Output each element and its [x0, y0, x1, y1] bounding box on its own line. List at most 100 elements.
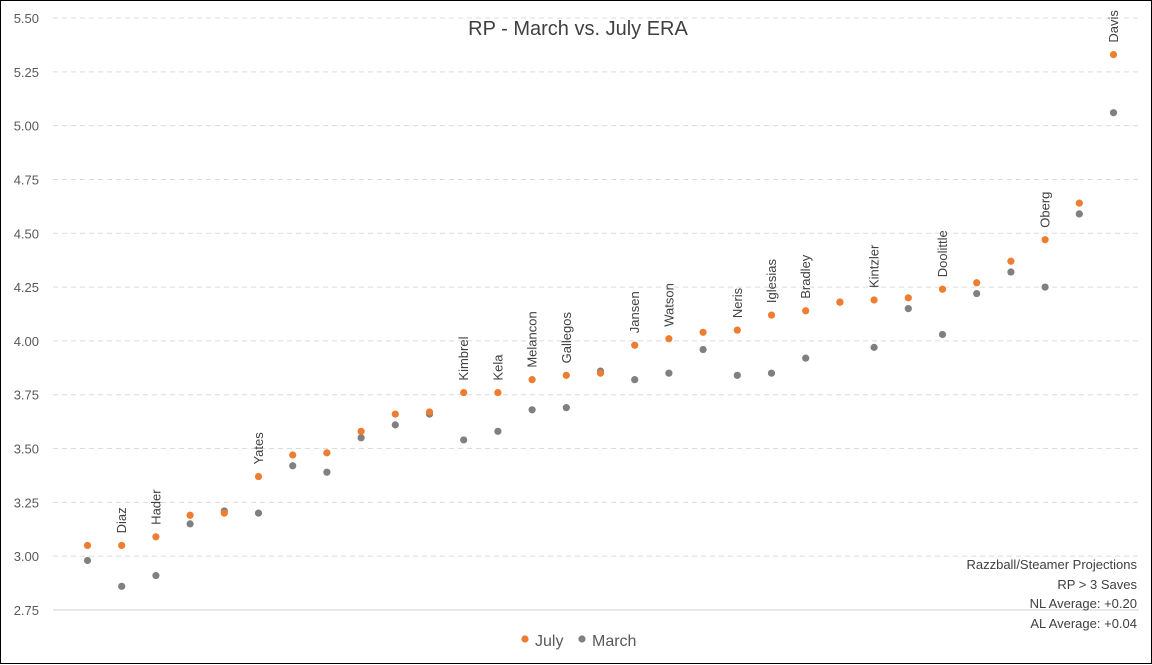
march-point: [870, 343, 878, 351]
march-point: [938, 330, 947, 339]
march-point: [494, 427, 502, 435]
july-point: [870, 296, 878, 304]
point-label: Doolittle: [935, 230, 950, 277]
march-point: [186, 520, 194, 528]
legend-marker-july: [521, 635, 529, 643]
july-point: [323, 449, 331, 457]
point-label: Davis: [1106, 10, 1121, 43]
legend-label-march: March: [592, 633, 636, 650]
point-label: Oberg: [1038, 192, 1053, 228]
march-point: [802, 354, 810, 362]
point-label: Kimbrel: [456, 336, 471, 380]
legend: July March: [521, 633, 636, 650]
july-point: [220, 509, 228, 517]
y-tick-label: 3.25: [14, 495, 39, 510]
july-point: [699, 328, 707, 336]
july-point: [254, 472, 263, 481]
y-tick-label: 3.00: [14, 549, 39, 564]
y-tick-label: 5.50: [14, 11, 39, 26]
march-point: [391, 421, 399, 429]
y-tick-label: 3.50: [14, 442, 39, 457]
march-point: [152, 571, 160, 580]
march-point: [631, 376, 639, 384]
july-point: [973, 279, 981, 287]
july-point: [733, 326, 741, 334]
march-point: [1007, 268, 1015, 276]
july-point: [186, 511, 194, 519]
july-point: [425, 408, 434, 416]
july-point: [289, 451, 297, 459]
july-point: [836, 298, 844, 306]
march-point: [699, 345, 707, 354]
july-point: [1075, 199, 1083, 207]
note-al-average: AL Average: +0.04: [1030, 615, 1137, 631]
point-label: Diaz: [114, 507, 129, 533]
july-point: [118, 541, 126, 550]
march-series: [83, 109, 1118, 590]
y-tick-label: 4.50: [14, 226, 39, 241]
y-tick-label: 3.75: [14, 388, 39, 403]
july-point: [562, 371, 570, 379]
y-tick-label: 4.25: [14, 280, 39, 295]
y-tick-label: 4.00: [14, 334, 39, 349]
point-label: Melancon: [525, 311, 540, 367]
march-point: [767, 369, 776, 377]
july-point: [596, 369, 605, 377]
march-point: [289, 462, 297, 470]
march-point: [83, 556, 92, 565]
note-nl-average: NL Average: +0.20: [1029, 596, 1137, 611]
july-point: [357, 427, 365, 435]
july-point: [494, 388, 502, 397]
y-axis-tick-labels: 2.75 3.00 3.25 3.50 3.75 4.00 4.25 4.50 4.75 5.00…: [14, 11, 39, 618]
point-labels: Diaz Hader Yates Kimbrel Kela Melancon Gallego…: [114, 10, 1121, 534]
march-point: [254, 509, 263, 517]
march-point: [528, 406, 536, 414]
march-point: [118, 582, 126, 590]
point-label: Bradley: [798, 254, 813, 299]
july-point: [528, 376, 536, 384]
march-point: [1041, 283, 1049, 291]
gridlines: [53, 17, 1139, 611]
july-point: [631, 341, 639, 349]
july-point: [460, 388, 468, 397]
july-point: [1041, 236, 1049, 244]
y-tick-label: 5.00: [14, 119, 39, 134]
y-tick-label: 2.75: [14, 603, 39, 618]
point-label: Jansen: [627, 291, 642, 333]
july-point: [938, 285, 947, 293]
y-tick-label: 4.75: [14, 172, 39, 187]
point-label: Yates: [251, 432, 266, 465]
july-point: [802, 307, 810, 315]
note-filter: RP > 3 Saves: [1057, 576, 1137, 592]
point-label: Kela: [490, 354, 505, 381]
note-source: Razzball/Steamer Projections: [966, 557, 1137, 572]
march-point: [904, 305, 912, 313]
projection-notes: Razzball/Steamer Projections RP > 3 Save…: [966, 555, 1137, 633]
point-label: Watson: [661, 283, 676, 327]
march-point: [562, 404, 570, 412]
point-label: Iglesias: [764, 258, 779, 303]
july-point: [1109, 50, 1118, 59]
march-point: [460, 436, 468, 444]
legend-label-july: July: [535, 633, 563, 650]
march-point: [733, 371, 741, 379]
march-point: [323, 468, 331, 476]
july-point: [904, 294, 912, 302]
chart-title: RP - March vs. July ERA: [468, 18, 688, 40]
july-point: [152, 533, 160, 541]
july-series: [83, 50, 1118, 550]
y-tick-label: 5.25: [14, 65, 39, 80]
legend-marker-march: [578, 635, 586, 643]
march-point: [665, 369, 673, 377]
july-point: [767, 311, 776, 319]
march-point: [1075, 210, 1083, 218]
point-label: Hader: [148, 489, 163, 525]
point-label: Kintzler: [867, 244, 882, 288]
july-point: [83, 541, 92, 550]
july-point: [1007, 257, 1015, 265]
point-label: Neris: [730, 287, 745, 318]
july-point: [665, 335, 673, 343]
july-point: [391, 410, 399, 418]
